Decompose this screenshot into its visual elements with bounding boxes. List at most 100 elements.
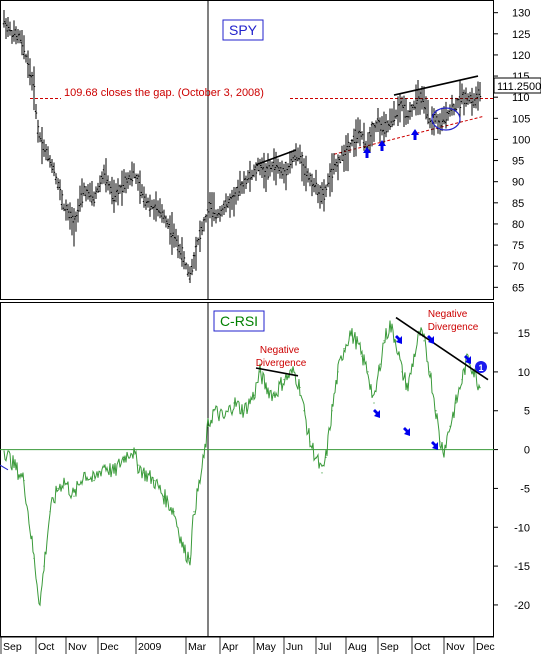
rsi-point — [39, 604, 41, 606]
price-y-tick-label: 80 — [512, 219, 524, 231]
up-arrow-icon — [411, 129, 419, 140]
rsi-point — [449, 425, 451, 427]
rsi-point — [413, 355, 415, 357]
price-panel-frame — [0, 0, 494, 300]
price-y-tick-label: 65 — [512, 282, 524, 294]
chart-title-rsi: C-RSI — [220, 313, 258, 329]
rsi-point — [265, 386, 267, 389]
rsi-y-tick-label: 5 — [524, 406, 530, 418]
rsi-y-tick-label: 0 — [524, 445, 530, 457]
rsi-y-tick-label: -20 — [514, 600, 530, 612]
rsi-point — [73, 495, 75, 497]
badge-1-label: 1 — [478, 363, 483, 373]
rsi-point — [207, 425, 209, 427]
x-tick-label: Dec — [476, 641, 495, 653]
rsi-point — [3, 448, 5, 451]
rsi-point — [137, 464, 139, 466]
x-tick-label: Jun — [286, 641, 303, 653]
rsi-point — [57, 487, 59, 490]
rsi-point — [83, 472, 85, 474]
price-y-tick-label: 125 — [512, 29, 530, 41]
rsi-point — [189, 557, 191, 559]
rsi-point — [273, 394, 275, 396]
rsi-point — [203, 456, 205, 458]
x-tick-label: Aug — [348, 641, 367, 653]
rsi-point — [63, 480, 65, 482]
x-tick-label: 2009 — [138, 641, 162, 653]
rsi-point — [193, 511, 195, 513]
rsi-point — [349, 332, 351, 334]
rsi-point — [183, 549, 185, 552]
x-tick-label: Nov — [446, 641, 465, 653]
x-tick-label: Dec — [100, 641, 119, 653]
rsi-point — [253, 394, 255, 396]
rsi-point — [293, 371, 295, 373]
x-axis: Sep Oct Nov Dec 2009 Mar Apr May Jun Jul Aug Sep Oct… — [0, 636, 495, 654]
badge-1: 1 — [475, 361, 487, 373]
x-tick-label: Nov — [68, 641, 87, 653]
rsi-series — [3, 320, 481, 607]
price-y-tick-label: 75 — [512, 240, 524, 252]
rsi-point — [367, 371, 369, 373]
x-tick-label: Sep — [380, 641, 399, 653]
rsi-point — [299, 386, 301, 389]
spy-title-box: SPY — [222, 19, 264, 41]
rsi-point — [389, 324, 391, 326]
down-right-arrow-icon — [403, 427, 410, 436]
x-tick-label: Apr — [222, 641, 239, 653]
rsi-point — [337, 371, 339, 373]
chart-title-spy: SPY — [229, 22, 258, 38]
rsi-y-tick-label: -10 — [514, 522, 530, 534]
price-y-tick-label: 120 — [512, 50, 530, 62]
rsi-point — [259, 371, 261, 373]
rsi-point — [325, 456, 327, 458]
rsi-point — [173, 511, 175, 513]
rsi-trendline-2 — [395, 316, 489, 381]
rsi-panel-frame — [0, 302, 494, 637]
rsi-point — [321, 472, 323, 474]
last-price-badge: 111.2500 — [493, 77, 541, 94]
rsi-point — [199, 480, 201, 482]
rsi-point — [461, 379, 463, 381]
rsi-point — [303, 410, 305, 412]
up-arrow-icon — [378, 140, 386, 151]
price-y-tick-label: 130 — [512, 8, 530, 20]
rsi-title-box: C-RSI — [213, 310, 265, 332]
rsi-point — [315, 456, 317, 458]
rsi-trendlines — [0, 316, 489, 471]
rsi-point — [467, 355, 469, 357]
rsi-y-tick-label: 10 — [518, 367, 530, 379]
rsi-y-tick-label: 15 — [518, 328, 530, 340]
rsi-point — [243, 410, 245, 412]
up-arrow-icon — [363, 147, 371, 158]
price-y-tick-label: 85 — [512, 198, 524, 210]
support-ellipse — [431, 107, 461, 131]
rsi-point — [33, 557, 35, 559]
x-tick-label: Sep — [3, 641, 22, 653]
x-tick-label: Oct — [414, 641, 430, 653]
rsi-line — [3, 320, 481, 607]
rsi-point — [283, 379, 285, 381]
down-right-arrow-icon — [395, 335, 402, 344]
rsi-point — [361, 355, 363, 357]
rsi-point — [309, 441, 311, 443]
rsi-point — [343, 348, 345, 350]
rsi-point — [373, 402, 375, 404]
down-right-arrow-icon — [431, 441, 438, 450]
rsi-trendline-1 — [255, 367, 299, 377]
rsi-point — [379, 363, 381, 365]
down-right-arrow-icon — [464, 355, 471, 364]
x-tick-label: May — [256, 641, 277, 653]
rsi-stub-line — [0, 464, 9, 471]
rsi-point — [131, 448, 133, 451]
rsi-point — [233, 402, 235, 404]
rsi-y-tick-label: -5 — [520, 483, 530, 495]
price-y-tick-label: 90 — [512, 177, 524, 189]
rsi-point — [103, 464, 105, 466]
x-tick-label: Oct — [38, 641, 54, 653]
rsi-point — [153, 480, 155, 482]
rsi-point — [473, 371, 475, 373]
rsi-point — [407, 386, 409, 389]
rsi-point — [113, 472, 115, 474]
